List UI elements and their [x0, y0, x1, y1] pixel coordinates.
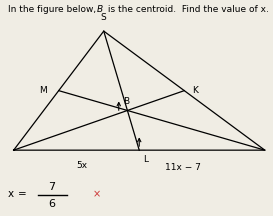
Text: S: S — [101, 13, 107, 22]
Text: K: K — [192, 86, 198, 95]
Text: B: B — [97, 5, 103, 14]
Text: 5x: 5x — [76, 161, 87, 170]
Text: B: B — [123, 97, 129, 106]
Text: 6: 6 — [49, 199, 56, 209]
Text: In the figure below,: In the figure below, — [8, 5, 99, 14]
Text: L: L — [143, 155, 148, 164]
Text: 7: 7 — [49, 182, 56, 192]
Text: =: = — [18, 189, 26, 199]
Text: M: M — [39, 86, 46, 95]
Text: ×: × — [93, 189, 101, 199]
Text: is the centroid.  Find the value of x.: is the centroid. Find the value of x. — [105, 5, 269, 14]
Text: 11x − 7: 11x − 7 — [165, 162, 201, 172]
Text: x: x — [8, 189, 14, 199]
